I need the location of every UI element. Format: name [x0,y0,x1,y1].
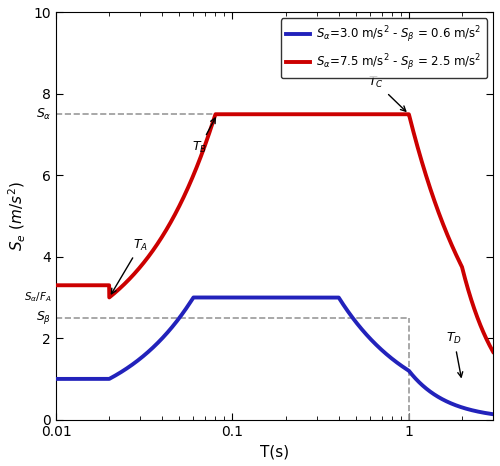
$S_{\alpha}$=7.5 m/s$^2$ - $S_{\beta}$ = 2.5 m/s$^2$ [103,282,109,288]
$S_{\alpha}$=3.0 m/s$^2$ - $S_{\beta}$ = 0.6 m/s$^2$ [240,295,246,300]
$S_{\alpha}$=3.0 m/s$^2$ - $S_{\beta}$ = 0.6 m/s$^2$ [490,411,496,417]
$S_{\alpha}$=3.0 m/s$^2$ - $S_{\beta}$ = 0.6 m/s$^2$ [103,376,109,382]
Y-axis label: $S_e$ $(m/s^2)$: $S_e$ $(m/s^2)$ [7,181,28,251]
$S_{\alpha}$=3.0 m/s$^2$ - $S_{\beta}$ = 0.6 m/s$^2$ [482,410,488,416]
$S_{\alpha}$=7.5 m/s$^2$ - $S_{\beta}$ = 2.5 m/s$^2$ [212,111,218,117]
$S_{\alpha}$=3.0 m/s$^2$ - $S_{\beta}$ = 0.6 m/s$^2$ [129,362,135,368]
$S_{\alpha}$=7.5 m/s$^2$ - $S_{\beta}$ = 2.5 m/s$^2$ [129,274,135,279]
$S_{\alpha}$=3.0 m/s$^2$ - $S_{\beta}$ = 0.6 m/s$^2$ [190,295,196,300]
Legend: $S_{\alpha}$=3.0 m/s$^2$ - $S_{\beta}$ = 0.6 m/s$^2$, $S_{\alpha}$=7.5 m/s$^2$ -: $S_{\alpha}$=3.0 m/s$^2$ - $S_{\beta}$ =… [280,18,487,78]
$S_{\alpha}$=7.5 m/s$^2$ - $S_{\beta}$ = 2.5 m/s$^2$ [434,207,440,212]
Text: $T_B$: $T_B$ [192,118,215,155]
Text: $S_\alpha$: $S_\alpha$ [36,107,52,122]
Line: $S_{\alpha}$=7.5 m/s$^2$ - $S_{\beta}$ = 2.5 m/s$^2$: $S_{\alpha}$=7.5 m/s$^2$ - $S_{\beta}$ =… [56,114,493,352]
$S_{\alpha}$=7.5 m/s$^2$ - $S_{\beta}$ = 2.5 m/s$^2$ [490,349,496,355]
Text: $S_\alpha/F_A$: $S_\alpha/F_A$ [24,291,52,304]
$S_{\alpha}$=3.0 m/s$^2$ - $S_{\beta}$ = 0.6 m/s$^2$ [221,295,227,300]
$S_{\alpha}$=3.0 m/s$^2$ - $S_{\beta}$ = 0.6 m/s$^2$ [53,376,59,382]
Text: $T_A$: $T_A$ [112,238,148,294]
$S_{\alpha}$=7.5 m/s$^2$ - $S_{\beta}$ = 2.5 m/s$^2$ [53,282,59,288]
Text: $T_C$: $T_C$ [368,75,406,111]
$S_{\alpha}$=7.5 m/s$^2$ - $S_{\beta}$ = 2.5 m/s$^2$ [240,111,246,117]
$S_{\alpha}$=7.5 m/s$^2$ - $S_{\beta}$ = 2.5 m/s$^2$ [221,111,227,117]
Text: $S_\beta$: $S_\beta$ [36,309,52,326]
$S_{\alpha}$=3.0 m/s$^2$ - $S_{\beta}$ = 0.6 m/s$^2$ [434,394,440,399]
$S_{\alpha}$=7.5 m/s$^2$ - $S_{\beta}$ = 2.5 m/s$^2$ [482,332,488,338]
X-axis label: T(s): T(s) [260,444,289,459]
Text: $T_D$: $T_D$ [446,331,462,377]
Line: $S_{\alpha}$=3.0 m/s$^2$ - $S_{\beta}$ = 0.6 m/s$^2$: $S_{\alpha}$=3.0 m/s$^2$ - $S_{\beta}$ =… [56,297,493,414]
